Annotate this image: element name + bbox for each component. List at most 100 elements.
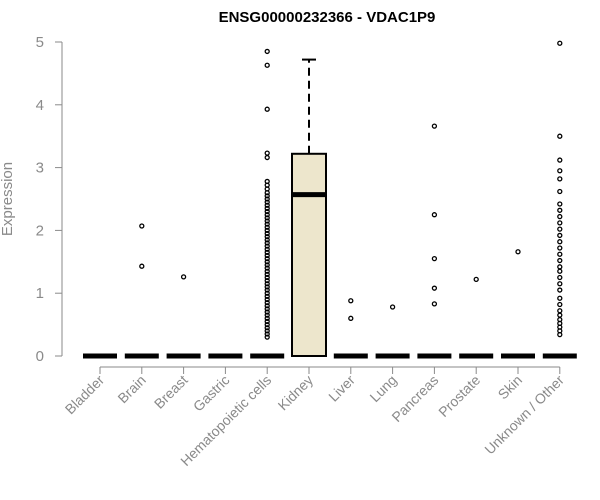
x-tick-label: Bladder — [62, 372, 108, 418]
outlier-point — [264, 325, 270, 331]
outlier-point — [264, 154, 270, 161]
outlier-point — [139, 223, 145, 229]
outlier-point — [264, 202, 270, 208]
outlier-point — [264, 240, 270, 246]
x-tick-label: Skin — [495, 372, 526, 403]
outlier-point — [557, 133, 563, 139]
outlier-point — [557, 232, 563, 239]
outlier-point — [264, 48, 270, 55]
outlier-point — [264, 221, 270, 227]
outlier-point — [557, 220, 563, 226]
outlier-point — [264, 299, 270, 306]
outlier-point — [557, 207, 563, 213]
y-tick-label: 4 — [36, 97, 44, 114]
y-tick-label: 0 — [36, 348, 44, 365]
y-tick-label: 1 — [36, 285, 44, 302]
y-axis-label: Expression — [0, 162, 16, 236]
box-pancreas — [417, 123, 452, 359]
outlier-point — [264, 252, 270, 259]
outlier-point — [557, 40, 563, 46]
iqr-box — [291, 152, 327, 357]
outlier-point — [557, 331, 563, 338]
box-breast — [166, 274, 201, 359]
outlier-point — [264, 249, 270, 256]
outlier-point — [180, 274, 187, 280]
outlier-point — [431, 285, 438, 291]
outlier-point — [264, 208, 270, 215]
outlier-point — [264, 306, 270, 312]
outlier-point — [557, 295, 563, 301]
outlier-point — [557, 257, 563, 264]
outlier-point — [264, 303, 270, 309]
box-prostate — [459, 276, 494, 359]
outlier-point — [264, 293, 270, 299]
outlier-point — [264, 312, 270, 318]
outlier-point — [264, 318, 270, 325]
outlier-point — [264, 234, 270, 240]
outlier-point — [431, 123, 438, 129]
outlier-point — [264, 268, 270, 274]
box-brain — [124, 223, 159, 359]
outlier-point — [264, 224, 270, 230]
outlier-point — [557, 157, 563, 163]
outlier-point — [557, 287, 563, 293]
outlier-point — [264, 281, 270, 287]
outlier-point — [557, 188, 563, 195]
outlier-point — [557, 268, 563, 274]
outlier-point — [264, 287, 270, 293]
outlier-point — [264, 246, 270, 252]
outlier-point — [264, 290, 270, 296]
outlier-point — [348, 298, 354, 304]
outlier-point — [264, 212, 270, 218]
outlier-point — [264, 262, 270, 268]
outlier-point — [264, 193, 270, 199]
outlier-point — [389, 304, 396, 310]
outlier-point — [264, 277, 270, 284]
outlier-point — [264, 309, 270, 315]
box-lung — [375, 304, 410, 359]
outlier-point — [431, 212, 438, 218]
outlier-point — [264, 315, 270, 321]
box-skin — [501, 249, 535, 359]
outlier-point — [264, 62, 270, 68]
x-tick-label: Brain — [114, 372, 148, 406]
outlier-point — [557, 239, 563, 245]
outlier-point — [264, 331, 270, 337]
outlier-point — [431, 256, 438, 262]
outlier-point — [264, 190, 270, 196]
outlier-point — [264, 259, 270, 265]
outlier-point — [264, 199, 270, 205]
outlier-point — [557, 201, 563, 207]
outlier-point — [264, 196, 270, 202]
box-hematopoietic-cells — [250, 48, 285, 359]
outlier-point — [264, 218, 270, 224]
y-tick-label: 3 — [36, 160, 44, 177]
outlier-point — [264, 106, 270, 112]
outlier-point — [264, 215, 270, 221]
outlier-point — [515, 249, 521, 255]
box-liver — [333, 298, 368, 359]
outlier-point — [557, 176, 563, 182]
outlier-point — [557, 245, 563, 251]
outlier-point — [264, 296, 270, 303]
box-unknown-other — [542, 40, 577, 359]
outlier-point — [264, 205, 270, 212]
x-tick-label: Breast — [151, 372, 191, 412]
outlier-point — [264, 150, 270, 156]
y-axis: 0 1 2 3 4 5 — [36, 34, 63, 365]
outlier-point — [264, 256, 270, 262]
outlier-point — [557, 226, 563, 232]
outlier-point — [557, 251, 563, 257]
outlier-point — [431, 301, 438, 307]
outlier-point — [557, 264, 563, 270]
x-tick-label: Prostate — [435, 372, 483, 420]
x-tick-label: Kidney — [275, 372, 317, 414]
outlier-point — [557, 213, 563, 220]
outlier-point — [264, 230, 270, 237]
outlier-point — [264, 265, 270, 271]
outlier-point — [557, 301, 563, 308]
outlier-point — [264, 271, 270, 278]
outlier-point — [264, 334, 270, 340]
